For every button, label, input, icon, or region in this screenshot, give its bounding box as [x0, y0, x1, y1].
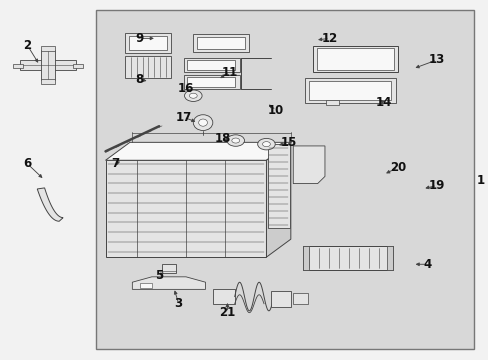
Bar [96, 10, 473, 348]
Bar [312, 45, 397, 72]
Text: 5: 5 [155, 269, 163, 282]
Text: 15: 15 [280, 136, 296, 149]
Bar [41, 45, 55, 51]
Polygon shape [266, 142, 290, 257]
Text: 2: 2 [23, 39, 32, 52]
Text: 1: 1 [476, 174, 484, 186]
Ellipse shape [226, 135, 244, 146]
Text: 12: 12 [321, 32, 337, 45]
Bar [197, 37, 244, 49]
Text: 7: 7 [111, 157, 119, 170]
Text: 9: 9 [135, 32, 143, 45]
Bar [187, 60, 235, 70]
Bar [125, 56, 171, 78]
Bar [316, 48, 393, 70]
Bar [326, 100, 338, 105]
Bar [41, 50, 55, 80]
Bar [271, 291, 290, 307]
Bar [20, 59, 76, 69]
Bar [193, 35, 249, 51]
Text: 13: 13 [428, 53, 444, 66]
Text: 20: 20 [389, 161, 406, 174]
Bar [267, 144, 289, 228]
Ellipse shape [257, 138, 275, 150]
Ellipse shape [189, 93, 197, 98]
Bar [303, 246, 392, 270]
Text: 16: 16 [178, 82, 194, 95]
Polygon shape [132, 277, 205, 289]
Ellipse shape [231, 138, 239, 143]
Bar [13, 64, 22, 68]
Polygon shape [105, 160, 266, 257]
Bar [293, 293, 307, 304]
Text: 18: 18 [214, 132, 230, 145]
Bar [125, 33, 171, 53]
Ellipse shape [262, 141, 270, 147]
Ellipse shape [184, 90, 202, 102]
Ellipse shape [198, 119, 207, 126]
Bar [303, 246, 309, 270]
Bar [386, 246, 392, 270]
Bar [183, 75, 239, 89]
Text: 17: 17 [175, 111, 191, 124]
Text: 4: 4 [422, 258, 430, 271]
Bar [129, 36, 166, 50]
Text: 8: 8 [135, 73, 143, 86]
Text: 6: 6 [23, 157, 32, 170]
Bar [73, 64, 82, 68]
Text: 11: 11 [221, 66, 238, 79]
Text: 3: 3 [174, 297, 183, 310]
Bar [305, 78, 395, 103]
Bar [187, 77, 235, 87]
Bar [309, 81, 390, 100]
Text: 10: 10 [267, 104, 284, 117]
Bar [183, 58, 239, 72]
Text: 21: 21 [219, 306, 235, 319]
Bar [140, 283, 152, 288]
Polygon shape [105, 142, 290, 160]
Text: 14: 14 [374, 96, 391, 109]
Polygon shape [293, 146, 325, 184]
Bar [41, 78, 55, 84]
Polygon shape [37, 188, 63, 221]
Text: 19: 19 [428, 179, 445, 192]
Bar [161, 264, 176, 273]
Ellipse shape [193, 115, 212, 131]
Bar [212, 289, 234, 304]
